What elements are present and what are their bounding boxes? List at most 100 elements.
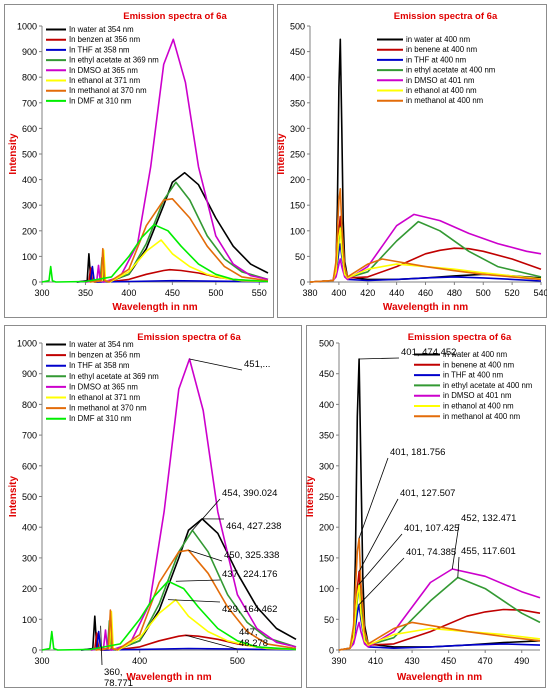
x-tick-label: 480 [447,288,462,298]
x-tick-label: 500 [208,288,223,298]
legend-entry: In THF at 358 nm [69,45,130,54]
data-label: 78.771 [104,678,133,688]
data-label: 464, 427.238 [226,521,281,532]
x-axis-label: Wavelength in nm [112,302,197,313]
data-label: 401, 74.385 [406,547,456,558]
chart-frame [4,4,274,318]
data-label: 452, 132.471 [461,513,516,524]
y-tick-label: 150 [319,553,334,563]
y-tick-label: 400 [22,175,37,185]
y-tick-label: 400 [319,400,334,410]
data-label: 454, 390.024 [222,488,277,499]
series-line [90,358,297,651]
x-tick-label: 350 [78,288,93,298]
y-tick-label: 200 [22,226,37,236]
legend-entry: in water at 400 nm [443,350,507,359]
legend-entry: In ethyl acetate at 369 nm [69,56,159,65]
data-label: 455, 117.601 [461,546,516,557]
chart-title: Emission spectra of 6a [408,332,512,343]
annotation-leader [189,358,243,371]
x-tick-label: 470 [478,656,493,666]
series-line [338,568,541,651]
x-axis-label: Wavelength in nm [397,672,482,683]
series-line [95,549,297,651]
y-tick-label: 200 [22,584,37,594]
legend-entry: in benene at 400 nm [406,45,477,54]
chart-title: Emission spectra of 6a [137,332,241,343]
y-tick-label: 400 [290,73,305,83]
y-tick-label: 300 [22,553,37,563]
y-axis-label: Intensity [306,476,316,518]
legend-entry: In ethyl acetate at 369 nm [69,372,159,381]
annotation-leader [358,557,405,605]
x-axis-label: Wavelength in nm [383,302,468,313]
y-tick-label: 250 [319,492,334,502]
y-tick-label: 350 [319,431,334,441]
chart-top-left: Emission spectra of 6a 0 100 200 300 400 500 60… [4,4,274,318]
x-tick-label: 440 [389,288,404,298]
y-tick-label: 100 [290,226,305,236]
y-tick-label: 500 [319,339,334,349]
annotation-leader [359,357,400,360]
annotation-leader [100,625,103,666]
data-label: 401, 474.452 [401,347,456,358]
x-tick-label: 390 [331,656,346,666]
legend-entry: In DMF at 310 nm [69,96,131,105]
x-tick-label: 500 [230,656,245,666]
y-tick-label: 450 [319,369,334,379]
legend-entry: In THF at 358 nm [69,361,130,370]
series-line [41,580,297,651]
series-line [85,38,269,283]
legend-entry: In DMSO at 365 nm [69,382,138,391]
series-line [89,198,269,283]
series-line [309,188,542,283]
legend-entry: in THF at 400 nm [443,371,503,380]
annotation-leader [175,579,221,582]
y-tick-label: 50 [295,252,305,262]
y-tick-label: 300 [319,461,334,471]
y-tick-label: 400 [22,523,37,533]
y-tick-label: 150 [290,201,305,211]
series-line [80,518,297,651]
x-tick-label: 550 [252,288,267,298]
y-tick-label: 500 [22,492,37,502]
legend-entry: in benene at 400 nm [443,360,514,369]
chart-bottom-right: Emission spectra of 6a 0 50 100 150 200 250 300… [306,325,546,688]
y-tick-label: 0 [32,278,37,288]
data-label: 401, 181.756 [390,447,445,458]
data-label: 437, 224.176 [222,569,277,580]
x-axis-label: Wavelength in nm [126,672,211,683]
series-line [76,265,269,283]
y-tick-label: 450 [290,47,305,57]
y-tick-label: 300 [22,201,37,211]
y-tick-label: 1000 [17,339,37,349]
annotation-leader [358,498,399,572]
x-tick-label: 400 [121,288,136,298]
y-tick-label: 300 [290,124,305,134]
legend-entry: in DMSO at 401 nm [443,391,511,400]
data-label: 451,... [244,359,270,370]
y-tick-label: 350 [290,98,305,108]
y-axis-label: Intensity [8,133,19,175]
legend-entry: in ethanol at 400 nm [443,402,514,411]
legend-entry: In DMSO at 365 nm [69,66,138,75]
annotation-leader [188,549,223,562]
x-tick-label: 460 [418,288,433,298]
series-line [89,239,269,283]
y-tick-label: 500 [290,22,305,32]
chart-title: Emission spectra of 6a [123,11,227,22]
y-tick-label: 700 [22,431,37,441]
legend-entry: in water at 400 nm [406,35,470,44]
series-line [41,223,269,283]
y-tick-label: 700 [22,98,37,108]
x-tick-label: 430 [405,656,420,666]
chart-top-right: Emission spectra of 6a 0 50 100 150 200 250 300… [277,4,547,318]
legend-entry: in methanol at 400 nm [406,96,483,105]
y-tick-label: 1000 [17,22,37,32]
legend-entry: In water at 354 nm [69,340,134,349]
y-tick-label: 200 [290,175,305,185]
x-tick-label: 400 [132,656,147,666]
series-line [309,227,542,283]
y-tick-label: 200 [319,523,334,533]
data-label: 48.278 [239,638,268,649]
